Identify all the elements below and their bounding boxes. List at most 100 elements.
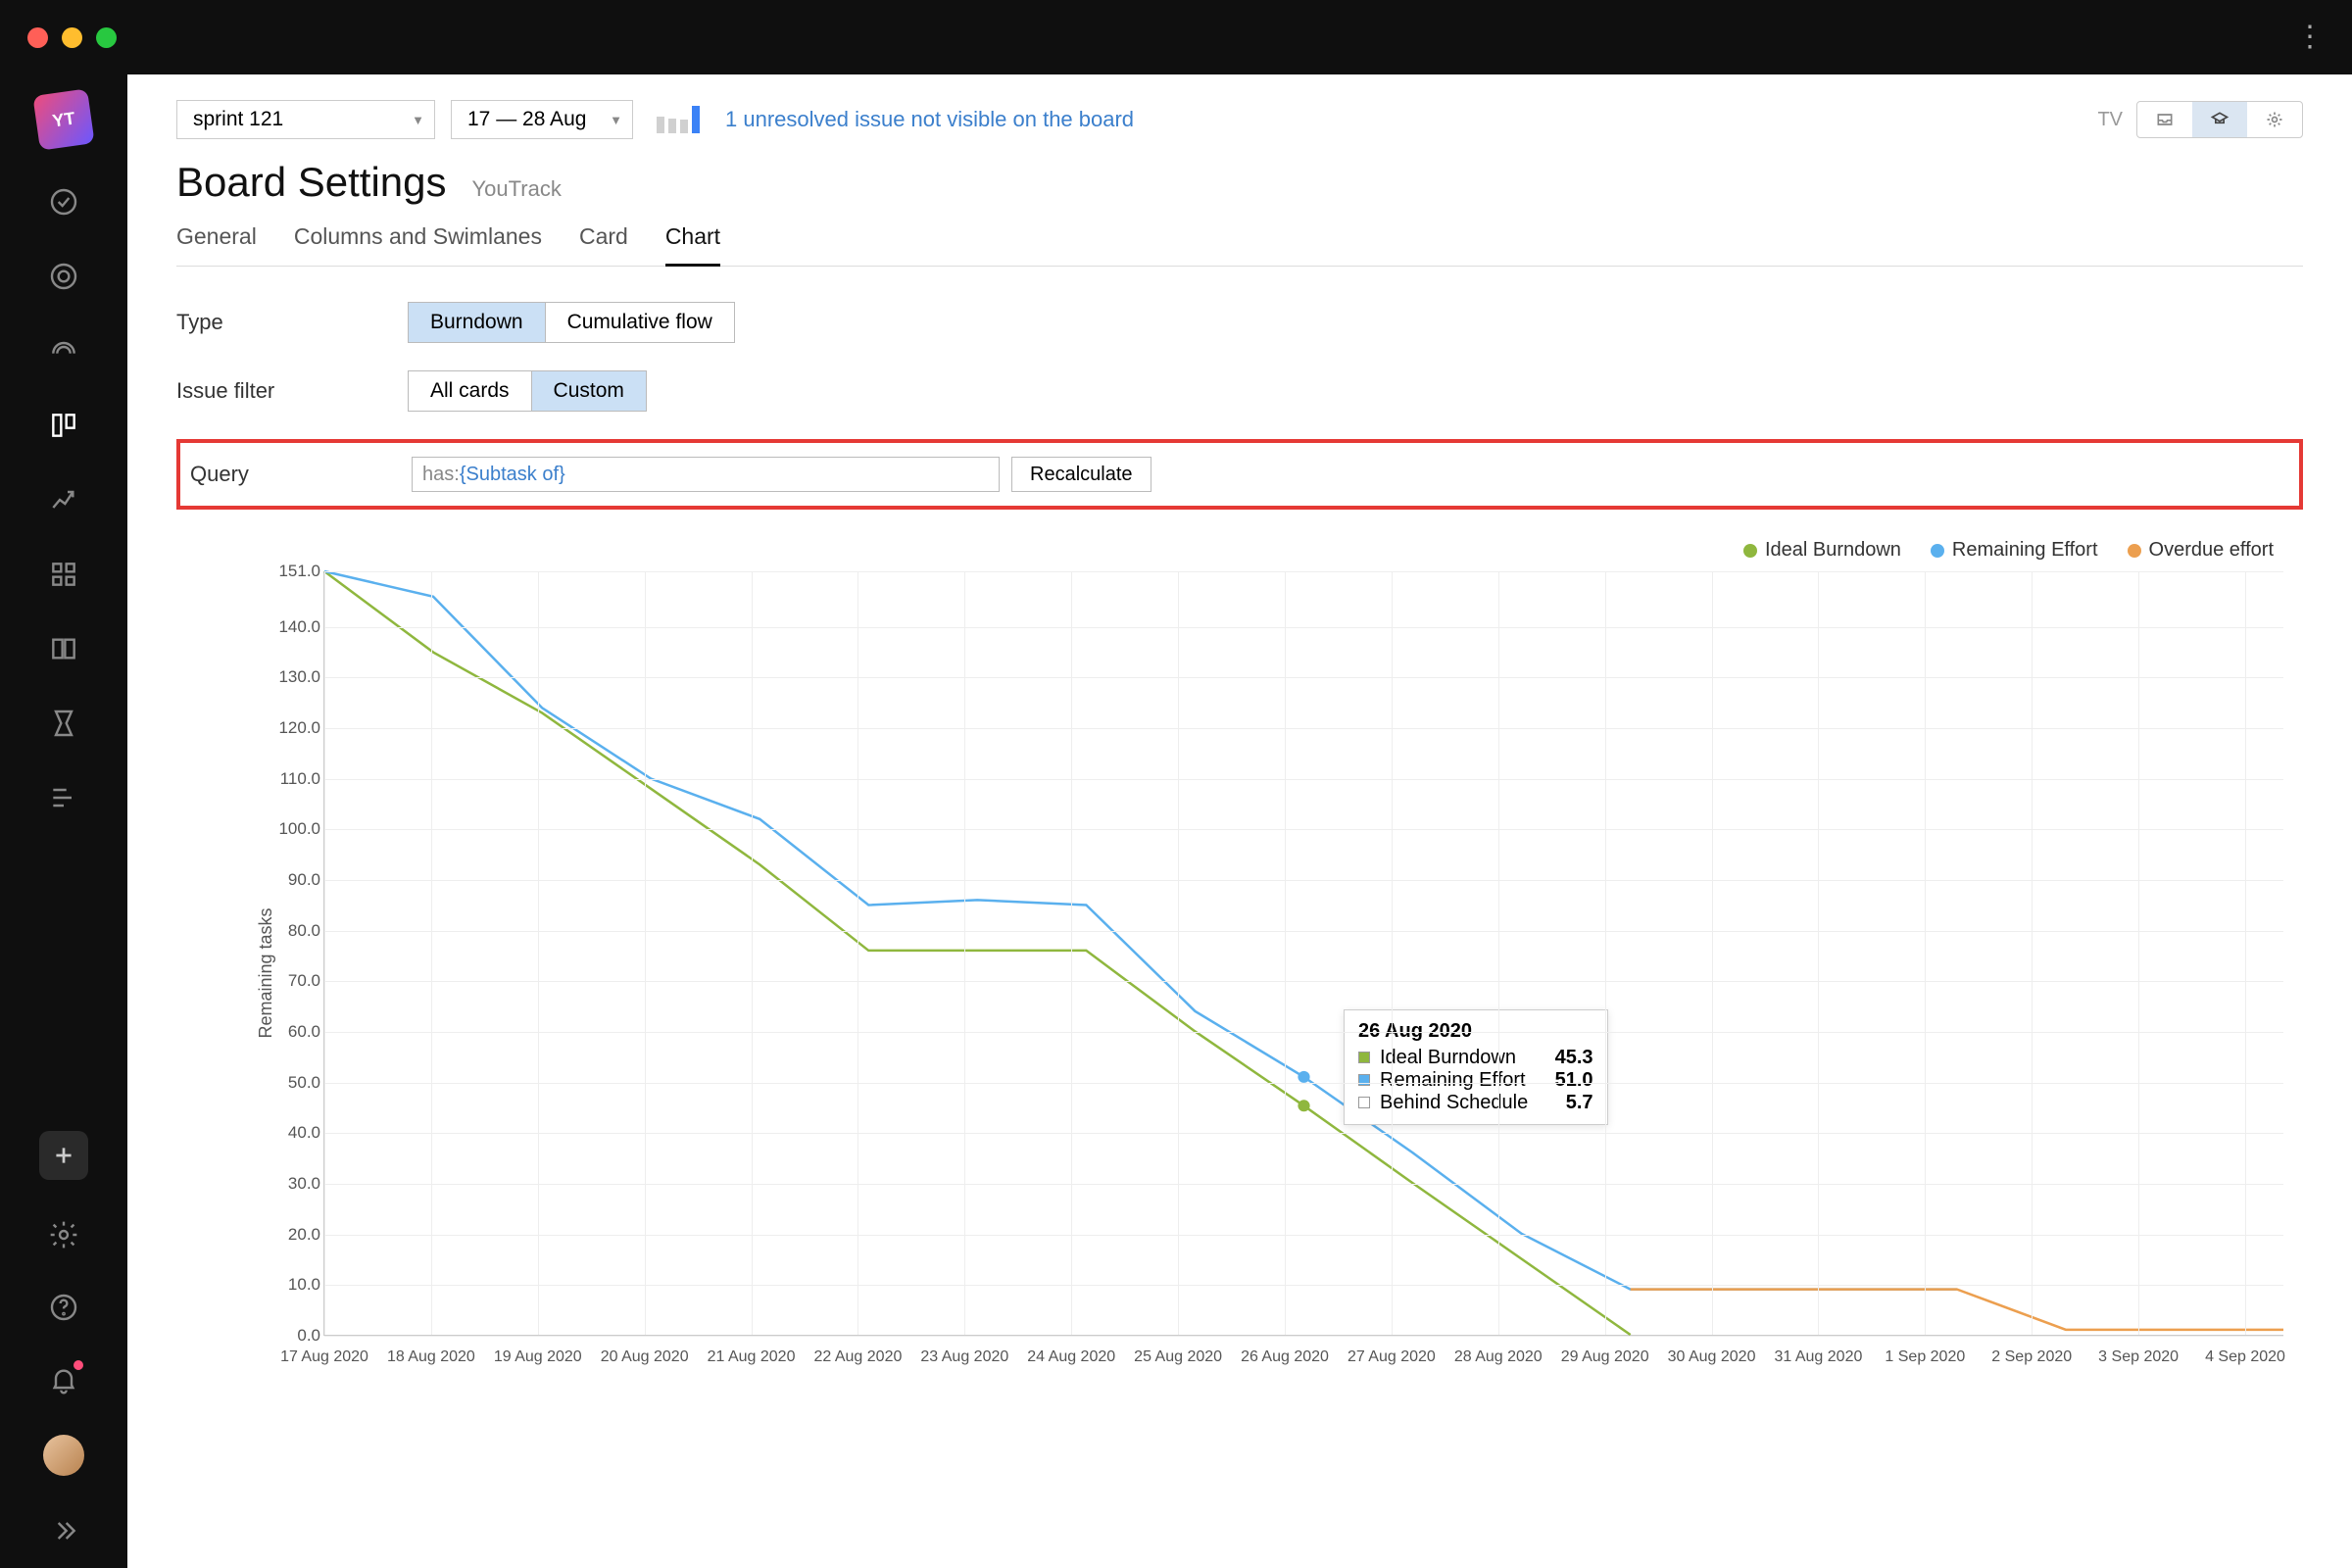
x-tick: 2 Sep 2020 xyxy=(1991,1348,2072,1366)
legend-label: Overdue effort xyxy=(2149,539,2274,562)
tooltip-row: Ideal Burndown45.3 xyxy=(1358,1047,1593,1069)
mini-bar xyxy=(668,119,676,133)
y-tick: 0.0 xyxy=(277,1326,320,1346)
tooltip-row: Remaining Effort51.0 xyxy=(1358,1069,1593,1092)
x-tick: 20 Aug 2020 xyxy=(601,1348,689,1366)
type-option-burndown[interactable]: Burndown xyxy=(409,303,546,342)
notifications-icon[interactable] xyxy=(46,1362,81,1397)
x-tick: 23 Aug 2020 xyxy=(920,1348,1008,1366)
nav-apps-icon[interactable] xyxy=(46,557,81,592)
legend-swatch xyxy=(2128,544,2141,558)
caret-down-icon: ▼ xyxy=(610,113,622,127)
mini-bar xyxy=(657,117,664,133)
x-tick: 24 Aug 2020 xyxy=(1027,1348,1115,1366)
mini-progress-chart[interactable] xyxy=(657,106,700,133)
chart-legend: Ideal Burndown Remaining Effort Overdue ef… xyxy=(176,539,2303,562)
nav-reports-icon[interactable] xyxy=(46,482,81,517)
tooltip-value: 51.0 xyxy=(1536,1069,1593,1092)
presentation-button[interactable] xyxy=(2192,102,2247,137)
type-option-cumulative-flow[interactable]: Cumulative flow xyxy=(546,303,734,342)
x-tick: 27 Aug 2020 xyxy=(1348,1348,1436,1366)
y-tick: 100.0 xyxy=(277,819,320,839)
legend-label: Remaining Effort xyxy=(1952,539,2098,562)
tooltip-swatch xyxy=(1358,1074,1370,1086)
tab-card[interactable]: Card xyxy=(579,223,628,266)
nav-knowledge-icon[interactable] xyxy=(46,631,81,666)
filter-option-custom[interactable]: Custom xyxy=(532,371,646,411)
create-button[interactable] xyxy=(39,1131,88,1180)
filter-segmented: All cardsCustom xyxy=(408,370,647,412)
board-settings-button[interactable] xyxy=(2247,102,2302,137)
close-window[interactable] xyxy=(27,27,48,48)
youtrack-logo[interactable]: YT xyxy=(32,88,94,150)
nav-timesheet-icon[interactable] xyxy=(46,706,81,741)
chart-lines xyxy=(324,571,2283,1335)
date-range-select[interactable]: 17 — 28 Aug ▼ xyxy=(451,100,633,139)
y-tick: 50.0 xyxy=(277,1073,320,1093)
legend-swatch xyxy=(1931,544,1944,558)
mini-bar xyxy=(692,106,700,133)
query-highlight-box: Query has: {Subtask of} Recalculate xyxy=(176,439,2303,510)
user-avatar[interactable] xyxy=(43,1435,84,1476)
x-tick: 26 Aug 2020 xyxy=(1241,1348,1329,1366)
sprint-select-label: sprint 121 xyxy=(193,108,283,131)
page-subtitle: YouTrack xyxy=(472,176,562,202)
query-input[interactable]: has: {Subtask of} xyxy=(412,457,1000,492)
tab-chart[interactable]: Chart xyxy=(665,223,720,267)
inbox-button[interactable] xyxy=(2137,102,2192,137)
collapse-sidebar-icon[interactable] xyxy=(46,1513,81,1548)
y-tick: 120.0 xyxy=(277,718,320,738)
nav-activity-icon[interactable] xyxy=(46,333,81,368)
legend-label: Ideal Burndown xyxy=(1765,539,1901,562)
x-tick: 17 Aug 2020 xyxy=(280,1348,368,1366)
maximize-window[interactable] xyxy=(96,27,117,48)
tooltip-label: Behind Schedule xyxy=(1380,1092,1528,1114)
x-tick: 1 Sep 2020 xyxy=(1885,1348,1965,1366)
y-tick: 20.0 xyxy=(277,1225,320,1245)
nav-checklist-icon[interactable] xyxy=(46,184,81,220)
unresolved-issues-link[interactable]: 1 unresolved issue not visible on the bo… xyxy=(725,107,1134,132)
legend-item: Overdue effort xyxy=(2128,539,2274,562)
main-content: sprint 121 ▼ 17 — 28 Aug ▼ 1 unresolved … xyxy=(127,74,2352,1568)
legend-item: Ideal Burndown xyxy=(1743,539,1901,562)
y-tick: 130.0 xyxy=(277,667,320,687)
nav-lifebuoy-icon[interactable] xyxy=(46,259,81,294)
caret-down-icon: ▼ xyxy=(412,113,424,127)
legend-swatch xyxy=(1743,544,1757,558)
page-title: Board Settings xyxy=(176,159,447,206)
tab-general[interactable]: General xyxy=(176,223,257,266)
sprint-select[interactable]: sprint 121 ▼ xyxy=(176,100,435,139)
x-tick: 19 Aug 2020 xyxy=(494,1348,582,1366)
help-icon[interactable] xyxy=(46,1290,81,1325)
tooltip-row: Behind Schedule 5.7 xyxy=(1358,1092,1593,1114)
tooltip-swatch xyxy=(1358,1097,1370,1108)
window-titlebar: ⋮ xyxy=(0,0,2352,74)
tooltip-value: 5.7 xyxy=(1546,1092,1593,1114)
recalculate-button[interactable]: Recalculate xyxy=(1011,457,1152,492)
x-tick: 3 Sep 2020 xyxy=(2098,1348,2179,1366)
y-tick: 151.0 xyxy=(277,562,320,581)
settings-icon[interactable] xyxy=(46,1217,81,1252)
tooltip-value: 45.3 xyxy=(1536,1047,1593,1069)
y-tick: 90.0 xyxy=(277,870,320,890)
chart-tooltip: 26 Aug 2020Ideal Burndown45.3Remaining E… xyxy=(1344,1009,1608,1125)
query-label: Query xyxy=(190,462,412,487)
kebab-menu-icon[interactable]: ⋮ xyxy=(2295,32,2325,42)
traffic-lights xyxy=(27,27,117,48)
left-sidebar: YT xyxy=(0,74,127,1568)
nav-boards-icon[interactable] xyxy=(46,408,81,443)
y-tick: 40.0 xyxy=(277,1123,320,1143)
nav-gantt-icon[interactable] xyxy=(46,780,81,815)
x-tick: 31 Aug 2020 xyxy=(1775,1348,1863,1366)
tv-mode-label[interactable]: TV xyxy=(2097,109,2123,131)
y-tick: 80.0 xyxy=(277,921,320,941)
y-tick: 30.0 xyxy=(277,1174,320,1194)
type-segmented: BurndownCumulative flow xyxy=(408,302,735,343)
minimize-window[interactable] xyxy=(62,27,82,48)
filter-option-all-cards[interactable]: All cards xyxy=(409,371,532,411)
tab-columns-and-swimlanes[interactable]: Columns and Swimlanes xyxy=(294,223,542,266)
x-tick: 29 Aug 2020 xyxy=(1561,1348,1649,1366)
query-value: {Subtask of} xyxy=(460,464,565,486)
legend-item: Remaining Effort xyxy=(1931,539,2098,562)
query-keyword: has: xyxy=(422,464,460,486)
